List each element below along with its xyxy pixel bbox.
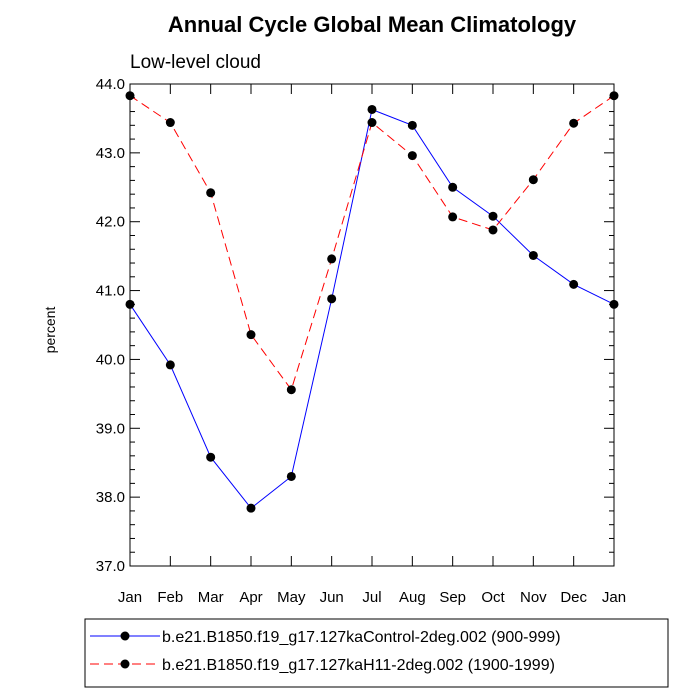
- y-tick-label: 43.0: [96, 145, 125, 162]
- legend-marker-2: [120, 659, 130, 669]
- series-line-1: [129, 108, 615, 509]
- chart-title: Annual Cycle Global Mean Climatology: [168, 12, 577, 37]
- data-point-series-1: [327, 294, 337, 304]
- y-axis-label: percent: [42, 307, 58, 354]
- x-tick-label: Jul: [362, 589, 381, 606]
- data-point-series-1: [286, 471, 296, 481]
- data-point-series-2: [609, 91, 619, 101]
- legend-box: [84, 618, 669, 688]
- x-tick-label: Dec: [560, 589, 587, 606]
- data-point-series-2: [206, 188, 216, 198]
- data-point-series-2: [528, 175, 538, 185]
- data-point-series-1: [206, 452, 216, 462]
- data-point-series-2: [407, 151, 417, 161]
- data-point-series-1: [448, 182, 458, 192]
- x-tick-label: Apr: [239, 589, 262, 606]
- x-tick-label: Jan: [602, 589, 626, 606]
- data-point-series-1: [407, 120, 417, 130]
- data-point-series-1: [528, 250, 538, 260]
- data-point-series-1: [246, 503, 256, 513]
- chart-subtitle: Low-level cloud: [130, 52, 261, 73]
- x-tick-label: Mar: [198, 589, 224, 606]
- legend-label-1: b.e21.B1850.f19_g17.127kaControl-2deg.00…: [162, 629, 561, 646]
- data-point-series-2: [327, 254, 337, 264]
- data-point-series-1: [569, 279, 579, 289]
- x-tick-label: May: [277, 589, 306, 606]
- data-point-series-1: [165, 360, 175, 370]
- data-point-series-2: [286, 385, 296, 395]
- data-point-series-2: [125, 91, 135, 101]
- x-tick-label: Jan: [118, 589, 142, 606]
- data-point-series-2: [569, 118, 579, 128]
- data-point-series-1: [367, 104, 377, 114]
- data-point-series-1: [125, 299, 135, 309]
- data-point-series-2: [246, 330, 256, 340]
- x-tick-label: Sep: [439, 589, 466, 606]
- y-tick-label: 44.0: [96, 76, 125, 93]
- plot-frame: [129, 83, 615, 567]
- legend-label-2: b.e21.B1850.f19_g17.127kaH11-2deg.002 (1…: [162, 657, 555, 674]
- x-tick-label: Aug: [399, 589, 426, 606]
- data-point-series-2: [448, 212, 458, 222]
- data-point-series-1: [609, 299, 619, 309]
- data-point-series-2: [367, 118, 377, 128]
- y-tick-label: 38.0: [96, 489, 125, 506]
- x-tick-label: Nov: [520, 589, 547, 606]
- series-line-2: [129, 95, 615, 391]
- data-point-series-2: [488, 225, 498, 235]
- y-tick-label: 37.0: [96, 558, 125, 575]
- x-tick-label: Feb: [157, 589, 183, 606]
- y-tick-label: 42.0: [96, 214, 125, 231]
- y-tick-label: 39.0: [96, 420, 125, 437]
- x-tick-label: Jun: [320, 589, 344, 606]
- x-tick-label: Oct: [481, 589, 505, 606]
- data-point-series-1: [488, 211, 498, 221]
- y-tick-label: 40.0: [96, 351, 125, 368]
- y-tick-label: 41.0: [96, 283, 125, 300]
- legend-marker-1: [120, 631, 130, 641]
- data-point-series-2: [165, 118, 175, 128]
